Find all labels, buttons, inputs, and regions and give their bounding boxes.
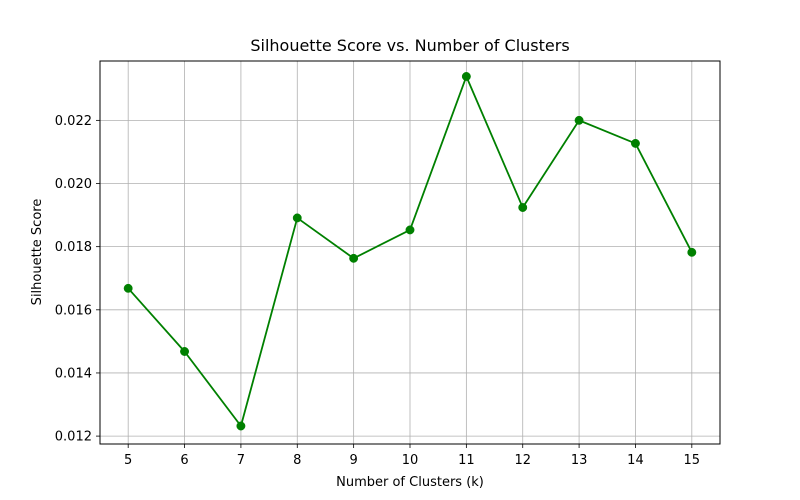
chart-title: Silhouette Score vs. Number of Clusters — [250, 36, 569, 55]
x-tick-label: 12 — [514, 453, 531, 468]
data-point — [631, 138, 640, 148]
x-tick-label: 14 — [627, 453, 644, 468]
y-axis-label: Silhouette Score — [30, 199, 45, 306]
y-tick-label: 0.022 — [55, 114, 92, 129]
x-tick-label: 9 — [349, 453, 357, 468]
x-tick-label: 13 — [571, 453, 588, 468]
x-tick-label: 5 — [124, 453, 132, 468]
x-tick-label: 15 — [684, 453, 701, 468]
y-tick-label: 0.012 — [55, 430, 92, 445]
data-point — [292, 213, 302, 223]
grid — [100, 61, 720, 444]
x-tick-label: 10 — [402, 453, 419, 468]
data-point — [180, 347, 189, 356]
data-point — [518, 203, 528, 212]
x-tick-label: 6 — [180, 453, 188, 468]
x-tick-label: 8 — [293, 453, 301, 468]
x-tick-label: 11 — [458, 453, 475, 468]
y-tick-label: 0.020 — [55, 177, 92, 192]
ticks: 5 6 7 8 9 10 11 12 13 14 15 0.012 0.014 0.016 0.018 0.0… — [55, 114, 700, 468]
data-point — [349, 253, 359, 263]
data-point — [461, 72, 471, 81]
x-axis-label: Number of Clusters (k) — [336, 475, 484, 490]
y-tick-label: 0.016 — [55, 303, 92, 318]
data-point — [687, 247, 697, 257]
data-point — [236, 421, 246, 431]
data-point — [123, 283, 133, 293]
data-point — [574, 115, 584, 125]
y-tick-label: 0.018 — [55, 240, 92, 255]
data-point — [405, 225, 415, 235]
y-tick-label: 0.014 — [55, 366, 92, 381]
x-tick-label: 7 — [237, 453, 245, 468]
series-layer — [123, 72, 697, 431]
